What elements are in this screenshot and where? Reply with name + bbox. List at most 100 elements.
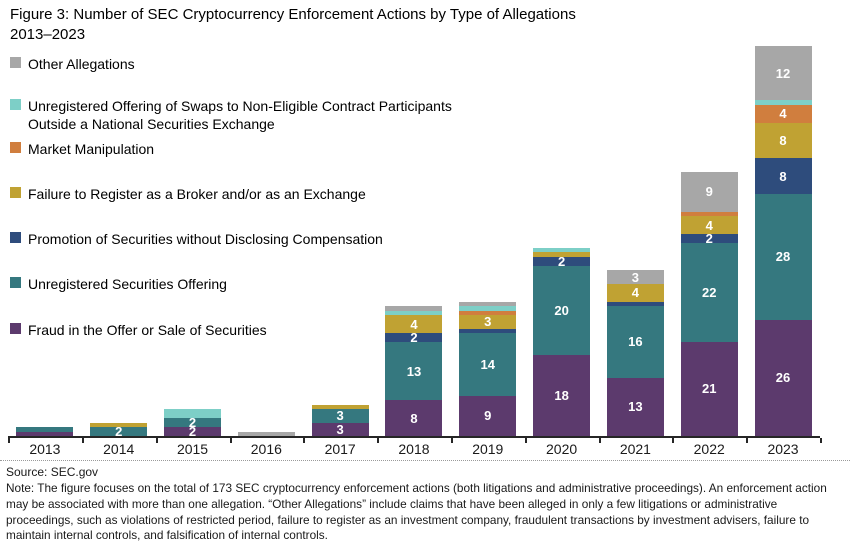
- bar-segment: 28: [754, 194, 812, 320]
- legend-item: Unregistered Offering of Swaps to Non-El…: [10, 97, 468, 133]
- legend-swatch-icon: [10, 99, 21, 110]
- x-axis-label: 2018: [398, 441, 430, 457]
- legend-label: Fraud in the Offer or Sale of Securities: [28, 322, 267, 338]
- bar-slot-2014: 2: [82, 46, 156, 439]
- footer-divider: [0, 460, 850, 461]
- bar-segment: 2: [90, 424, 148, 439]
- bar-segment: [459, 328, 517, 334]
- bar-segment-value: 2: [410, 330, 418, 346]
- bar-segment: [237, 431, 295, 436]
- bar-segment-value: 3: [336, 408, 344, 424]
- axis-tick: [155, 438, 158, 443]
- stacked-bar-2013: [16, 427, 74, 436]
- bar-segment-value: 13: [628, 399, 643, 415]
- legend-item: Fraud in the Offer or Sale of Securities: [10, 321, 267, 339]
- axis-tick: [820, 438, 822, 443]
- bar-slot-2021: 3 4 16 13: [599, 46, 673, 436]
- stacked-bar-2019: 3 14 9: [459, 301, 517, 436]
- bar-slot-2016: [229, 46, 303, 436]
- bar-segment: 22: [680, 243, 738, 342]
- stacked-bar-2018: 4 2 13 8: [385, 306, 443, 436]
- axis-tick: [303, 438, 306, 443]
- bar-segment-value: 18: [554, 388, 569, 404]
- plot-area: 2 2 2 3 3 4 2 13 8 3 14 9 2 20 18 3 4 16 13 9 4 2 22 21 12 4 8 8 28 2…: [8, 46, 820, 439]
- bar-slot-2013: [8, 46, 82, 436]
- bar-segment: 14: [459, 333, 517, 396]
- bar-segment: 8: [385, 400, 443, 436]
- bar-segment: 2: [533, 255, 591, 268]
- bar-segment: 21: [680, 341, 738, 436]
- bar-segment: 2: [680, 232, 738, 245]
- bar-segment: 20: [533, 265, 591, 356]
- bar-segment: [90, 422, 148, 427]
- bar-segment-value: 3: [484, 314, 492, 330]
- bar-segment: [164, 409, 222, 418]
- bar-segment-value: 20: [554, 303, 569, 319]
- bar-segment: 3: [311, 422, 369, 436]
- bar-segment: 12: [754, 46, 812, 101]
- legend-item: Promotion of Securities without Disclosi…: [10, 230, 383, 248]
- chart-title: Figure 3: Number of SEC Cryptocurrency E…: [10, 5, 710, 45]
- bar-slot-2022: 9 4 2 22 21: [672, 46, 746, 436]
- bar-segment-value: 16: [628, 334, 643, 350]
- bar-segment-value: 22: [701, 285, 717, 301]
- chart-title-line1: Figure 3: Number of SEC Cryptocurrency E…: [10, 6, 576, 23]
- x-axis-label: 2021: [619, 441, 651, 457]
- legend-label: Promotion of Securities without Disclosi…: [28, 231, 383, 247]
- bar-segment: 2: [164, 415, 222, 430]
- bar-segment-value: 26: [775, 370, 791, 386]
- bar-segment-value: 4: [631, 285, 640, 301]
- bar-segment: 2: [385, 330, 443, 346]
- legend-swatch-icon: [10, 187, 21, 198]
- bar-segment-value: 2: [115, 424, 123, 439]
- bar-segment-value: 8: [779, 168, 787, 184]
- legend-item: Other Allegations: [10, 55, 135, 73]
- bar-segment: 13: [385, 342, 443, 401]
- bar-segment: 3: [459, 314, 517, 330]
- axis-tick: [746, 438, 749, 443]
- bar-segment-value: 28: [775, 249, 791, 265]
- legend-label: Other Allegations: [28, 56, 135, 72]
- stacked-bar-2022: 9 4 2 22 21: [680, 171, 738, 436]
- x-axis-line: [8, 436, 820, 438]
- legend-item: Market Manipulation: [10, 140, 154, 158]
- bar-segment: 4: [680, 216, 738, 235]
- bar-segment: 8: [754, 122, 812, 159]
- bar-segment: 4: [385, 315, 443, 334]
- bar-segment: [385, 310, 443, 316]
- bar-segment-value: 9: [484, 408, 492, 424]
- axis-tick: [450, 438, 453, 443]
- x-axis-label: 2019: [472, 441, 504, 457]
- bar-segment: 16: [606, 306, 664, 378]
- x-axis-labels: 2013 2014 2015 2016 2017 2018 2019 2020 2021 2022…: [8, 441, 820, 457]
- stacked-bar-2014: 2: [90, 422, 148, 439]
- bar-segment-value: 4: [779, 106, 787, 122]
- x-axis-label: 2013: [29, 441, 61, 457]
- bar-segment: [754, 100, 812, 105]
- bar-segment: [16, 427, 74, 432]
- legend-label: Market Manipulation: [28, 141, 155, 157]
- bar-segment: [459, 310, 517, 316]
- bar-segment-value: 4: [705, 217, 713, 233]
- axis-tick: [598, 438, 601, 443]
- bar-segment: 13: [606, 377, 664, 436]
- bar-segment-value: 8: [779, 132, 787, 148]
- legend-swatch-icon: [10, 57, 21, 68]
- bar-segment: [606, 301, 664, 307]
- chart-title-line2: 2013–2023: [10, 26, 86, 43]
- bar-segment: 2: [164, 425, 222, 438]
- axis-tick: [524, 438, 527, 443]
- bar-segment: 3: [606, 270, 664, 284]
- bar-segment: [16, 431, 74, 436]
- legend-item: Failure to Register as a Broker and/or a…: [10, 185, 366, 203]
- bar-slot-2020: 2 20 18: [525, 46, 599, 436]
- bar-segment-value: 2: [188, 415, 197, 430]
- bar-segment: [459, 301, 517, 307]
- source-text: Source: SEC.gov: [6, 465, 99, 479]
- axis-tick: [672, 438, 675, 443]
- stacked-bar-2023: 12 4 8 8 28 26: [754, 46, 812, 436]
- legend-swatch-icon: [10, 277, 21, 288]
